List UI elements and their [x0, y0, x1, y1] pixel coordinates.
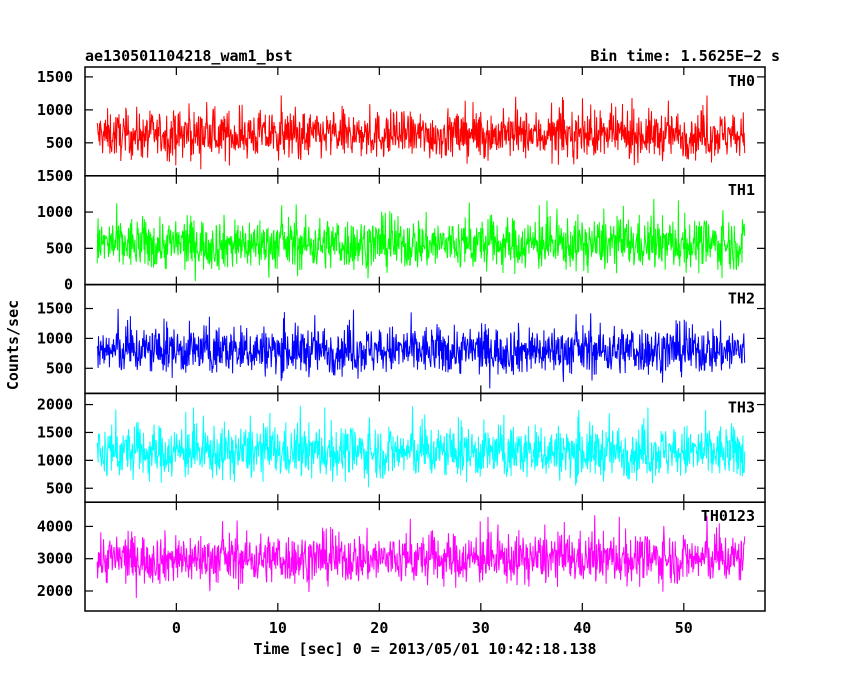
chart-title-right: Bin time: 1.5625E−2 s	[590, 47, 780, 65]
y-tick-label: 3000	[37, 550, 73, 568]
series-th2	[96, 308, 746, 389]
y-tick-label: 0	[64, 276, 73, 294]
series-th0123	[96, 515, 746, 599]
series-th3	[96, 405, 746, 488]
y-tick-label: 1500	[37, 68, 73, 86]
y-tick-label: 1500	[37, 300, 73, 318]
series-th0	[96, 95, 746, 170]
y-tick-label: 2000	[37, 396, 73, 414]
x-tick-label: 0	[172, 619, 181, 637]
y-tick-label: 1000	[37, 203, 73, 221]
y-tick-label: 1000	[37, 451, 73, 469]
x-tick-label: 30	[472, 619, 490, 637]
x-tick-label: 40	[573, 619, 591, 637]
y-tick-label: 1000	[37, 329, 73, 347]
y-axis-label: Counts/sec	[4, 300, 22, 390]
panel-label: TH0123	[701, 507, 755, 525]
x-axis-label: Time [sec] 0 = 2013/05/01 10:42:18.138	[253, 640, 596, 658]
y-tick-label: 2000	[37, 582, 73, 600]
y-tick-label: 500	[46, 359, 73, 377]
y-tick-label: 500	[46, 134, 73, 152]
y-tick-label: 0	[64, 167, 73, 185]
x-axis: 0 10 20 30 40 50	[172, 619, 693, 637]
panel-th0123: 2000 3000 4000 TH0123	[37, 501, 766, 612]
x-tick-label: 20	[370, 619, 388, 637]
x-tick-label: 50	[675, 619, 693, 637]
panel-label: TH1	[728, 181, 755, 199]
panel-frame	[84, 501, 766, 612]
panel-th0: 0 500 1000 1500 TH0	[37, 66, 766, 185]
series-th1	[96, 198, 746, 282]
x-tick-label: 10	[269, 619, 287, 637]
panel-label: TH2	[728, 290, 755, 308]
panel-label: TH0	[728, 72, 755, 90]
y-tick-label: 1000	[37, 101, 73, 119]
chart-title-left: ae130501104218_wam1_bst	[85, 47, 293, 65]
y-tick-label: 1500	[37, 423, 73, 441]
panel-th1: 0 500 1000 1500 TH1	[37, 167, 766, 294]
y-tick-label: 4000	[37, 517, 73, 535]
y-tick-label: 500	[46, 239, 73, 257]
y-tick-label: 1500	[37, 167, 73, 185]
panel-th3: 500 1000 1500 2000 TH3	[37, 392, 766, 503]
y-tick-label: 500	[46, 479, 73, 497]
panels-group: 0 500 1000 1500 TH0 0 500 1000 1500 TH1 500 1000 150…	[37, 66, 766, 612]
panel-th2: 500 1000 1500 TH2	[37, 283, 766, 395]
panel-label: TH3	[728, 398, 755, 416]
